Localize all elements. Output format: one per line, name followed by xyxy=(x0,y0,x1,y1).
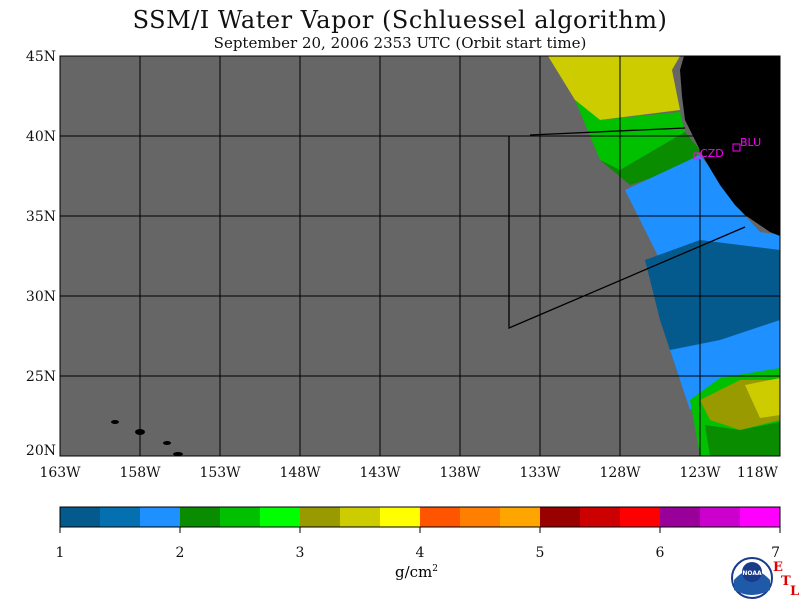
colorbar-swatch xyxy=(540,507,581,527)
colorbar-swatch xyxy=(180,507,221,527)
colorbar-swatch xyxy=(700,507,741,527)
station-markers: CZD BLU xyxy=(693,136,761,160)
longitude-label: 148W xyxy=(279,465,321,481)
colorbar-swatch xyxy=(500,507,541,527)
colorbar-swatch xyxy=(300,507,341,527)
longitude-label: 143W xyxy=(359,465,401,481)
colorbar-swatch xyxy=(460,507,501,527)
california-land xyxy=(680,56,780,236)
colorbar-tick-label: 6 xyxy=(656,545,665,561)
longitude-labels: 163W 158W 153W 148W 143W 138W 133W 128W 123W 118W xyxy=(39,465,778,481)
longitude-label: 128W xyxy=(599,465,641,481)
noaa-logo: NOAA xyxy=(731,557,773,599)
latitude-label: 30N xyxy=(26,289,56,305)
island xyxy=(173,452,183,456)
longitude-label: 133W xyxy=(519,465,561,481)
longitude-label: 138W xyxy=(439,465,481,481)
station-czd-marker xyxy=(693,152,701,160)
etl-letter-t: T xyxy=(781,574,791,589)
latitude-label: 25N xyxy=(26,369,56,385)
longitude-label: 158W xyxy=(119,465,161,481)
colorbar-swatch xyxy=(140,507,181,527)
station-blu-marker xyxy=(732,143,741,152)
graticule xyxy=(60,56,780,456)
swath-darkblue xyxy=(645,240,780,380)
colorbar-tick-label: 4 xyxy=(416,545,425,561)
swath-yellow-south xyxy=(745,378,780,418)
colorbar-tick-label: 1 xyxy=(56,545,65,561)
unit-exponent: 2 xyxy=(432,564,439,574)
colorbar-swatch xyxy=(60,507,101,527)
island xyxy=(111,420,119,424)
orbit-boundary-triangle xyxy=(508,136,746,329)
colorbar-swatch xyxy=(100,507,141,527)
longitude-label: 123W xyxy=(679,465,721,481)
colorbar-ticks: 1 2 3 4 5 6 7 xyxy=(56,527,781,561)
longitude-label: 118W xyxy=(737,465,779,481)
colorbar-swatch xyxy=(740,507,781,527)
swath-yellow-north xyxy=(548,56,680,120)
colorbar-tick-label: 3 xyxy=(296,545,305,561)
colorbar-swatch xyxy=(220,507,261,527)
latitude-label: 45N xyxy=(26,49,56,65)
colorbar-swatch xyxy=(620,507,661,527)
latitude-label: 35N xyxy=(26,209,56,225)
station-blu-label: BLU xyxy=(740,136,761,149)
colorbar-unit: g/cm2 xyxy=(395,563,438,581)
colorbar-swatch xyxy=(260,507,301,527)
colorbar-tick-label: 5 xyxy=(536,545,545,561)
etl-letter-l: L xyxy=(790,584,800,599)
colorbar-tick-label: 7 xyxy=(771,545,780,561)
map-subtitle: September 20, 2006 2353 UTC (Orbit start… xyxy=(213,34,587,52)
map-title: SSM/I Water Vapor (Schluessel algorithm) xyxy=(132,6,668,34)
island xyxy=(163,441,171,445)
colorbar-swatch xyxy=(340,507,381,527)
station-czd-label: CZD xyxy=(700,147,724,160)
latitude-label: 40N xyxy=(26,129,56,145)
colorbar xyxy=(60,507,781,527)
swath-blue-south xyxy=(670,320,780,410)
colorbar-swatch xyxy=(380,507,421,527)
colorbar-swatch xyxy=(580,507,621,527)
noaa-logo-text: NOAA xyxy=(742,570,762,577)
orbit-boundary-line xyxy=(529,127,686,136)
plot-border xyxy=(59,55,781,457)
swath-darkgreen-north xyxy=(600,132,700,185)
colorbar-swatch xyxy=(420,507,461,527)
unit-base: g/cm xyxy=(395,563,433,581)
longitude-label: 163W xyxy=(39,465,81,481)
colorbar-swatch xyxy=(660,507,701,527)
latitude-label: 20N xyxy=(26,443,56,459)
satellite-swath xyxy=(548,56,780,456)
longitude-label: 153W xyxy=(199,465,241,481)
swath-green-north xyxy=(575,100,685,170)
colorbar-tick-label: 2 xyxy=(176,545,185,561)
latitude-labels: 45N 40N 35N 30N 25N 20N xyxy=(26,49,56,459)
swath-darkgreen-south xyxy=(705,422,780,456)
etl-letter-e: E xyxy=(773,560,783,575)
